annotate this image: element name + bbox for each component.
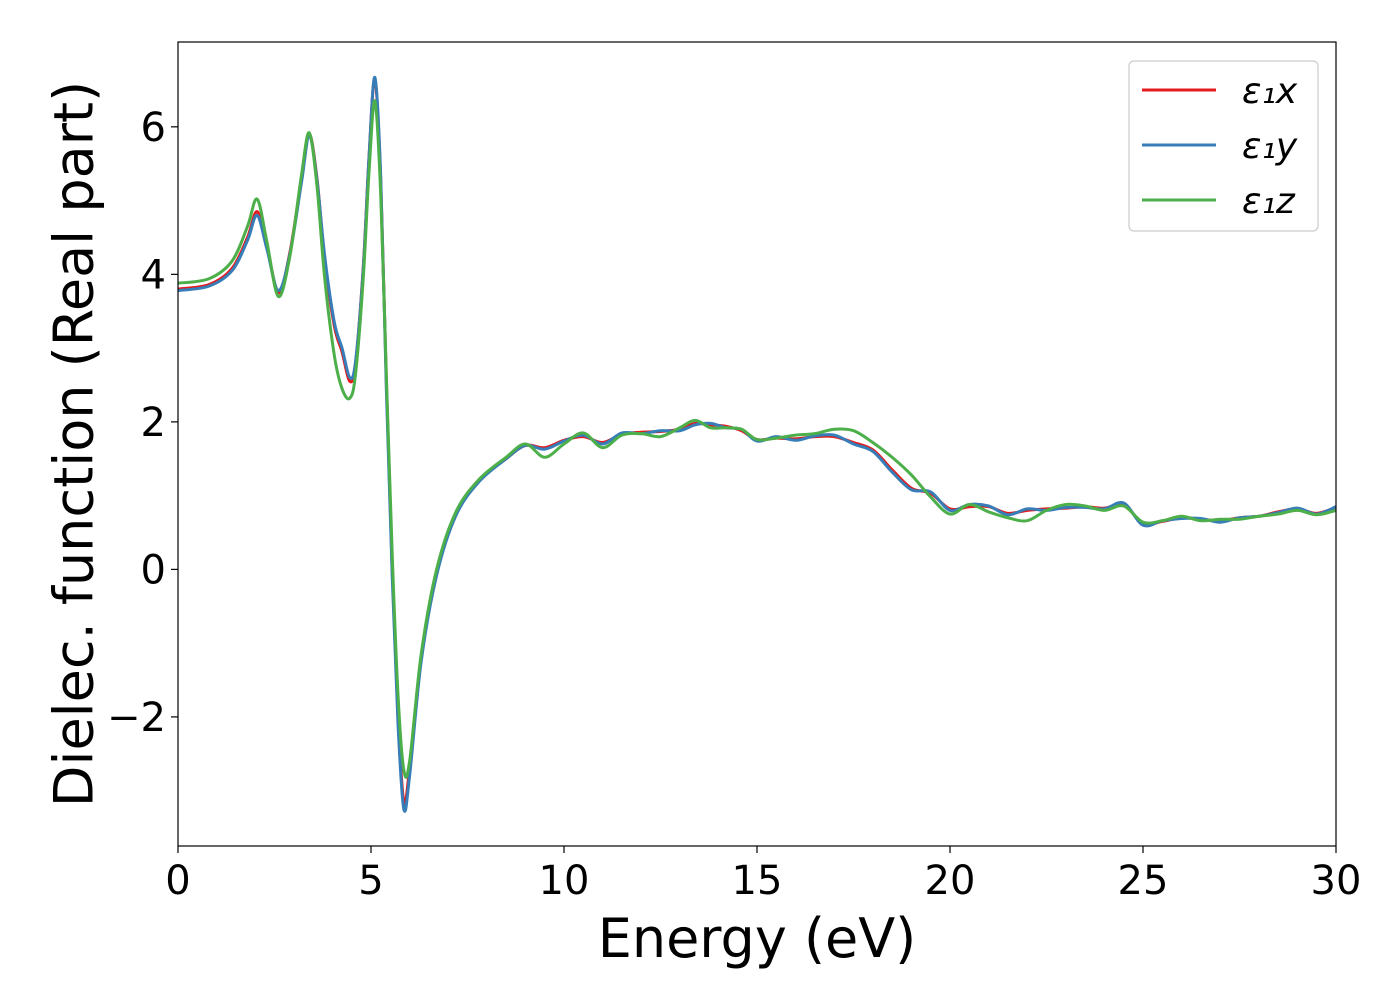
y-axis-label: Dielec. function (Real part) bbox=[43, 81, 106, 807]
y-tick-label: 6 bbox=[141, 105, 166, 151]
y-axis-ticks: −2 0 2 4 6 bbox=[107, 105, 178, 741]
series-lines bbox=[177, 75, 1337, 813]
x-tick-label: 30 bbox=[1311, 858, 1362, 904]
y-tick-label: 4 bbox=[141, 252, 166, 298]
y-tick-label: −2 bbox=[107, 695, 166, 741]
plot-frame bbox=[177, 41, 1337, 847]
x-axis-ticks: 0 5 10 15 20 25 30 bbox=[165, 846, 1361, 904]
legend-label: ε₁z bbox=[1242, 181, 1296, 222]
series-line-3 bbox=[177, 99, 1337, 779]
x-axis-label: Energy (eV) bbox=[598, 907, 917, 970]
y-tick-label: 0 bbox=[141, 547, 166, 593]
x-tick-label: 25 bbox=[1118, 858, 1169, 904]
legend-box bbox=[1128, 60, 1319, 232]
x-tick-label: 15 bbox=[732, 858, 783, 904]
y-tick-label: 2 bbox=[141, 400, 166, 446]
x-tick-label: 10 bbox=[539, 858, 590, 904]
x-tick-label: 20 bbox=[925, 858, 976, 904]
legend: ε₁x ε₁y ε₁z bbox=[1128, 60, 1319, 232]
legend-label: ε₁y bbox=[1242, 126, 1298, 167]
x-tick-label: 0 bbox=[165, 858, 190, 904]
legend-label: ε₁x bbox=[1242, 71, 1298, 112]
x-tick-label: 5 bbox=[358, 858, 383, 904]
